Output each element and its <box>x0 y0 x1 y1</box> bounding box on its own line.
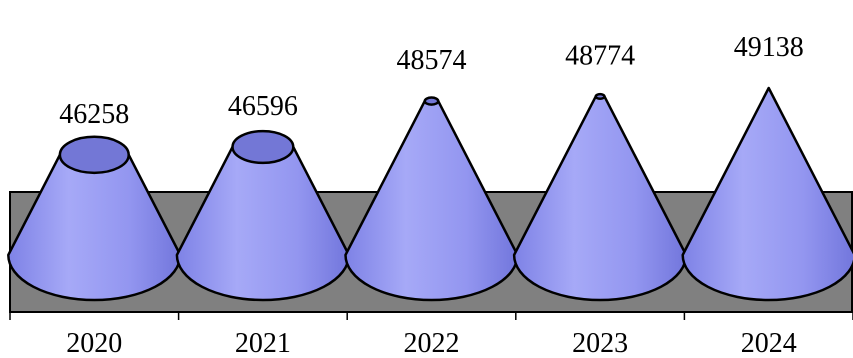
data-label: 49138 <box>734 32 804 63</box>
cone-body <box>681 86 853 302</box>
x-tick-label: 2020 <box>66 328 122 358</box>
data-label: 48574 <box>397 45 467 76</box>
cone-top <box>58 135 130 175</box>
cone-bar <box>175 129 351 302</box>
x-tick-label: 2021 <box>235 328 291 358</box>
cone-bar <box>7 135 182 302</box>
data-label: 48774 <box>565 40 635 71</box>
cone-bar <box>344 96 519 302</box>
cone-body <box>175 145 351 302</box>
cone-body <box>7 153 182 302</box>
data-label: 46258 <box>59 99 129 130</box>
x-tick-label: 2022 <box>404 328 460 358</box>
cone-top <box>423 96 440 106</box>
x-tick-label: 2023 <box>572 328 628 358</box>
cone-body <box>344 99 519 302</box>
cone-top <box>594 92 606 100</box>
cone-bar <box>681 86 853 302</box>
data-label: 46596 <box>228 91 298 122</box>
cone-top <box>231 129 295 165</box>
x-tick-label: 2024 <box>741 328 797 358</box>
cone-bar <box>512 92 688 302</box>
cone-body <box>512 95 688 302</box>
